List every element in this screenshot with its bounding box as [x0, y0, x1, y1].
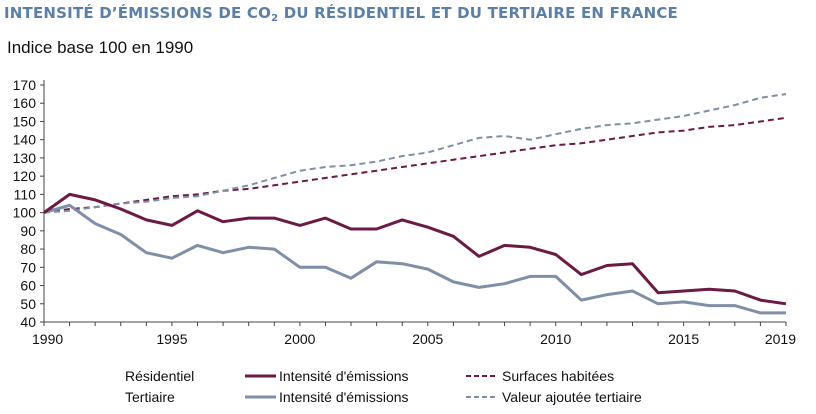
legend-label-residentiel-dashed: Surfaces habitées: [502, 368, 614, 384]
y-tick-label: 140: [13, 132, 37, 148]
y-tick-label: 150: [13, 113, 37, 129]
y-tick-label: 160: [13, 95, 37, 111]
legend: Résidentiel Intensité d'émissions Surfaces…: [125, 368, 642, 405]
x-axis: 1990 1995 2000 2005 2010 2015 2019: [32, 321, 796, 347]
y-tick-label: 110: [14, 186, 37, 202]
legend-label-tertiaire-dashed: Valeur ajoutée tertiaire: [502, 389, 642, 405]
legend-group-tertiaire: Tertiaire: [125, 389, 175, 405]
y-axis: 40 50 60 70 80 90 100 110 120 130 140 150 160 170: [13, 77, 45, 330]
y-tick-label: 130: [13, 150, 37, 166]
x-tick-label: 2005: [412, 331, 443, 347]
x-tick-label: 2019: [765, 331, 796, 347]
x-tick-label: 2010: [540, 331, 571, 347]
y-tick-label: 50: [20, 296, 36, 312]
y-tick-label: 170: [13, 77, 37, 93]
x-tick-label: 2000: [284, 331, 315, 347]
chart-title: INTENSITÉ D’ÉMISSIONS DE CO2 DU RÉSIDENT…: [4, 4, 678, 24]
y-tick-label: 70: [20, 259, 36, 275]
x-tick-label: 1995: [156, 331, 187, 347]
residentiel-intensite-line: [43, 192, 787, 306]
y-tick-label: 40: [20, 314, 36, 330]
chart-subtitle: Indice base 100 en 1990: [7, 38, 194, 57]
x-tick-label: 1990: [32, 331, 63, 347]
y-tick-label: 90: [20, 223, 36, 239]
x-tick-label: 2015: [668, 331, 699, 347]
legend-label-residentiel-intensite: Intensité d'émissions: [279, 368, 409, 384]
legend-label-tertiaire-intensite: Intensité d'émissions: [279, 389, 409, 405]
series-layer: [43, 93, 787, 315]
y-tick-label: 60: [20, 278, 36, 294]
tertiaire-intensite-line: [43, 203, 786, 315]
legend-group-residentiel: Résidentiel: [125, 368, 194, 384]
y-tick-label: 100: [13, 205, 37, 221]
tertiaire-dashed-line: [43, 93, 787, 214]
y-tick-label: 80: [20, 241, 36, 257]
residentiel-dashed-line: [43, 116, 787, 214]
y-tick-label: 120: [13, 168, 37, 184]
